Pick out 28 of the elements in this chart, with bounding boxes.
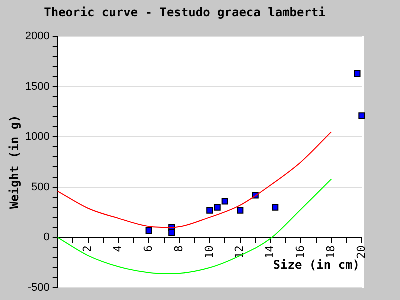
x-tick-label: 12 (233, 246, 246, 259)
chart-title: Theoric curve - Testudo graeca lamberti (44, 5, 326, 20)
x-tick-label: 8 (172, 246, 186, 252)
point (272, 204, 279, 211)
point (358, 112, 366, 120)
x-tick-label: 14 (264, 245, 277, 259)
x-tick-label: 10 (202, 246, 216, 259)
point (146, 227, 152, 234)
x-axis-title: Size (in cm) (273, 258, 360, 272)
y-tick-label: -500 (28, 282, 50, 294)
x-tick-label: 20 (354, 246, 368, 259)
point (206, 207, 214, 214)
y-tick-label: 2000 (25, 30, 50, 42)
x-tick-label: 4 (112, 245, 125, 252)
y-axis-title: Weight (in g) (7, 115, 22, 210)
point (354, 70, 361, 77)
point (214, 204, 221, 211)
x-tick-label: 16 (294, 246, 308, 259)
point (222, 198, 228, 205)
point (168, 229, 176, 236)
y-tick-label: 1000 (25, 131, 50, 144)
y-tick-label: 1500 (25, 80, 50, 93)
x-tick-label: 6 (142, 246, 155, 252)
y-tick-label: 0 (44, 232, 50, 244)
x-tick-label: 18 (324, 246, 338, 259)
y-tick-label: 500 (32, 181, 50, 194)
point (237, 207, 244, 214)
x-tick-label: 2 (81, 246, 94, 252)
